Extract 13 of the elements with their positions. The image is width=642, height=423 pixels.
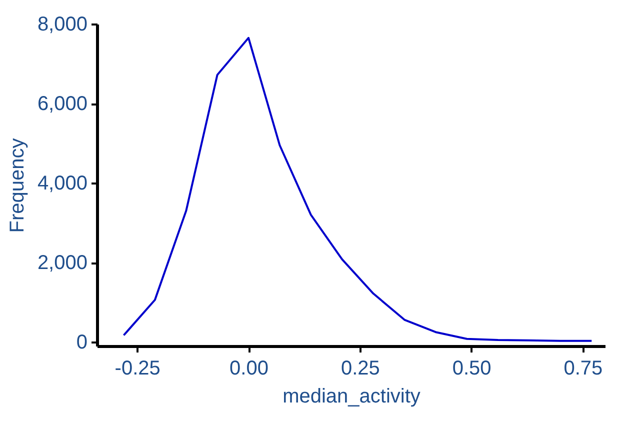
x-tick-label: 0.25 (340, 358, 380, 380)
y-axis-title: Frequency (6, 138, 28, 233)
y-tick-label: 6,000 (37, 93, 88, 116)
x-axis-title: median_activity (282, 386, 420, 408)
y-tick-label: 2,000 (37, 252, 88, 274)
x-tick-label: 0.75 (564, 358, 603, 380)
y-tick-label: 8,000 (37, 14, 88, 36)
y-tick-label: 0 (76, 332, 88, 354)
x-tick-label: 0.50 (452, 358, 492, 380)
x-tick-label: 0.00 (230, 358, 268, 380)
y-tick-label: 4,000 (37, 172, 88, 195)
line-series (122, 36, 593, 342)
x-tick-label: -0.25 (114, 358, 160, 380)
